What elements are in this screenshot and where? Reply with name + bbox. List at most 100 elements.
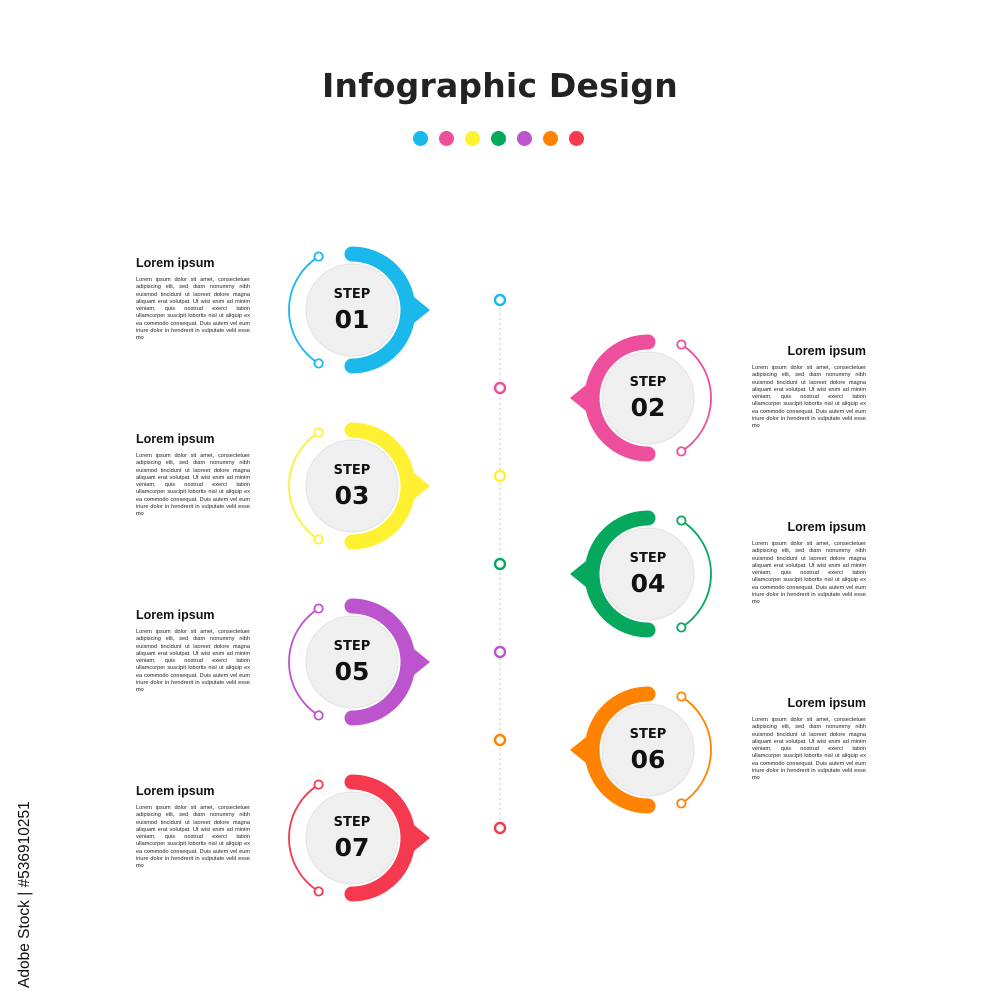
step-number: 06	[631, 745, 666, 774]
step-03: STEP 03	[288, 422, 430, 550]
thick-arc	[344, 246, 416, 374]
step-label: STEP	[334, 463, 371, 478]
step-description-04: Lorem ipsum Lorem ipsum dolor sit amet, c…	[752, 520, 866, 607]
step-badge	[305, 615, 399, 709]
pointer-arrow	[414, 473, 430, 499]
thick-arc	[584, 334, 656, 462]
arc-end-dot	[313, 358, 324, 369]
step-01: STEP 01	[288, 246, 430, 374]
stock-id-text: Adobe Stock | #536910251	[16, 801, 33, 988]
timeline-node	[493, 469, 507, 483]
step-label: STEP	[630, 727, 667, 742]
pointer-arrow	[414, 825, 430, 851]
pointer-arrow	[570, 385, 586, 411]
step-badge	[601, 703, 695, 797]
step-number: 03	[335, 481, 370, 510]
timeline-node	[493, 557, 507, 571]
arc-end-dot	[676, 515, 687, 526]
thick-arc	[344, 422, 416, 550]
thin-arc	[680, 695, 712, 805]
step-badge	[305, 791, 399, 885]
step-badge	[305, 439, 399, 533]
timeline-node	[493, 645, 507, 659]
thin-arc	[288, 255, 320, 365]
step-body-text: Lorem ipsum dolor sit amet, consectetuer…	[752, 365, 866, 430]
step-badge	[601, 351, 695, 445]
arc-end-dot	[313, 251, 324, 262]
step-description-06: Lorem ipsum Lorem ipsum dolor sit amet, c…	[752, 696, 866, 783]
thick-arc	[344, 774, 416, 902]
timeline-node	[493, 293, 507, 307]
thin-arc	[288, 607, 320, 717]
arc-end-dot	[676, 691, 687, 702]
timeline-node	[493, 733, 507, 747]
step-body-text: Lorem ipsum dolor sit amet, consectetuer…	[752, 717, 866, 782]
step-number: 05	[335, 657, 370, 686]
pointer-arrow	[570, 737, 586, 763]
palette-dot	[413, 131, 428, 146]
color-palette-dots	[413, 131, 588, 147]
step-label: STEP	[334, 287, 371, 302]
palette-dot	[439, 131, 454, 146]
step-description-02: Lorem ipsum Lorem ipsum dolor sit amet, c…	[752, 344, 866, 431]
step-number: 01	[335, 305, 370, 334]
step-body-text: Lorem ipsum dolor sit amet, consectetuer…	[136, 805, 250, 870]
arc-end-dot	[313, 534, 324, 545]
step-badge	[305, 263, 399, 357]
thin-arc	[680, 519, 712, 629]
step-badge	[601, 527, 695, 621]
step-label: STEP	[630, 551, 667, 566]
thick-arc	[344, 598, 416, 726]
step-body-text: Lorem ipsum dolor sit amet, consectetuer…	[752, 541, 866, 606]
step-description-07: Lorem ipsum Lorem ipsum dolor sit amet, c…	[136, 784, 250, 871]
step-body-text: Lorem ipsum dolor sit amet, consectetuer…	[136, 629, 250, 694]
step-02: STEP 02	[570, 334, 712, 462]
arc-end-dot	[676, 622, 687, 633]
step-06: STEP 06	[570, 686, 712, 814]
palette-dot	[569, 131, 584, 146]
arc-end-dot	[676, 446, 687, 457]
arc-end-dot	[676, 339, 687, 350]
palette-dot	[465, 131, 480, 146]
step-body-text: Lorem ipsum dolor sit amet, consectetuer…	[136, 453, 250, 518]
arc-end-dot	[313, 886, 324, 897]
step-heading: Lorem ipsum	[136, 608, 215, 622]
timeline-node	[493, 381, 507, 395]
step-heading: Lorem ipsum	[136, 784, 215, 798]
step-body-text: Lorem ipsum dolor sit amet, consectetuer…	[136, 277, 250, 342]
step-heading: Lorem ipsum	[787, 520, 867, 534]
thin-arc	[680, 343, 712, 453]
step-description-01: Lorem ipsum Lorem ipsum dolor sit amet, c…	[136, 256, 250, 343]
step-description-03: Lorem ipsum Lorem ipsum dolor sit amet, c…	[136, 432, 250, 519]
palette-dot	[543, 131, 558, 146]
palette-dot	[491, 131, 506, 146]
step-label: STEP	[630, 375, 667, 390]
step-description-05: Lorem ipsum Lorem ipsum dolor sit amet, c…	[136, 608, 250, 695]
pointer-arrow	[570, 561, 586, 587]
step-heading: Lorem ipsum	[136, 256, 215, 270]
step-label: STEP	[334, 639, 371, 654]
arc-end-dot	[676, 798, 687, 809]
thin-arc	[288, 431, 320, 541]
stock-watermark-id: Adobe Stock | #536910251	[6, 770, 36, 988]
thick-arc	[584, 686, 656, 814]
palette-dot	[517, 131, 532, 146]
step-number: 04	[631, 569, 666, 598]
step-number: 07	[335, 833, 370, 862]
arc-end-dot	[313, 779, 324, 790]
pointer-arrow	[414, 297, 430, 323]
step-heading: Lorem ipsum	[787, 696, 867, 710]
step-07: STEP 07	[288, 774, 430, 902]
arc-end-dot	[313, 710, 324, 721]
step-heading: Lorem ipsum	[787, 344, 867, 358]
thin-arc	[288, 783, 320, 893]
step-number: 02	[631, 393, 666, 422]
step-heading: Lorem ipsum	[136, 432, 215, 446]
arc-end-dot	[313, 427, 324, 438]
arc-end-dot	[313, 603, 324, 614]
pointer-arrow	[414, 649, 430, 675]
page-title: Infographic Design	[322, 66, 678, 105]
step-label: STEP	[334, 815, 371, 830]
thick-arc	[584, 510, 656, 638]
